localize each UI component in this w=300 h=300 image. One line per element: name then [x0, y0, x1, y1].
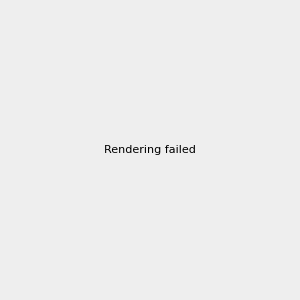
Text: Rendering failed: Rendering failed — [104, 145, 196, 155]
